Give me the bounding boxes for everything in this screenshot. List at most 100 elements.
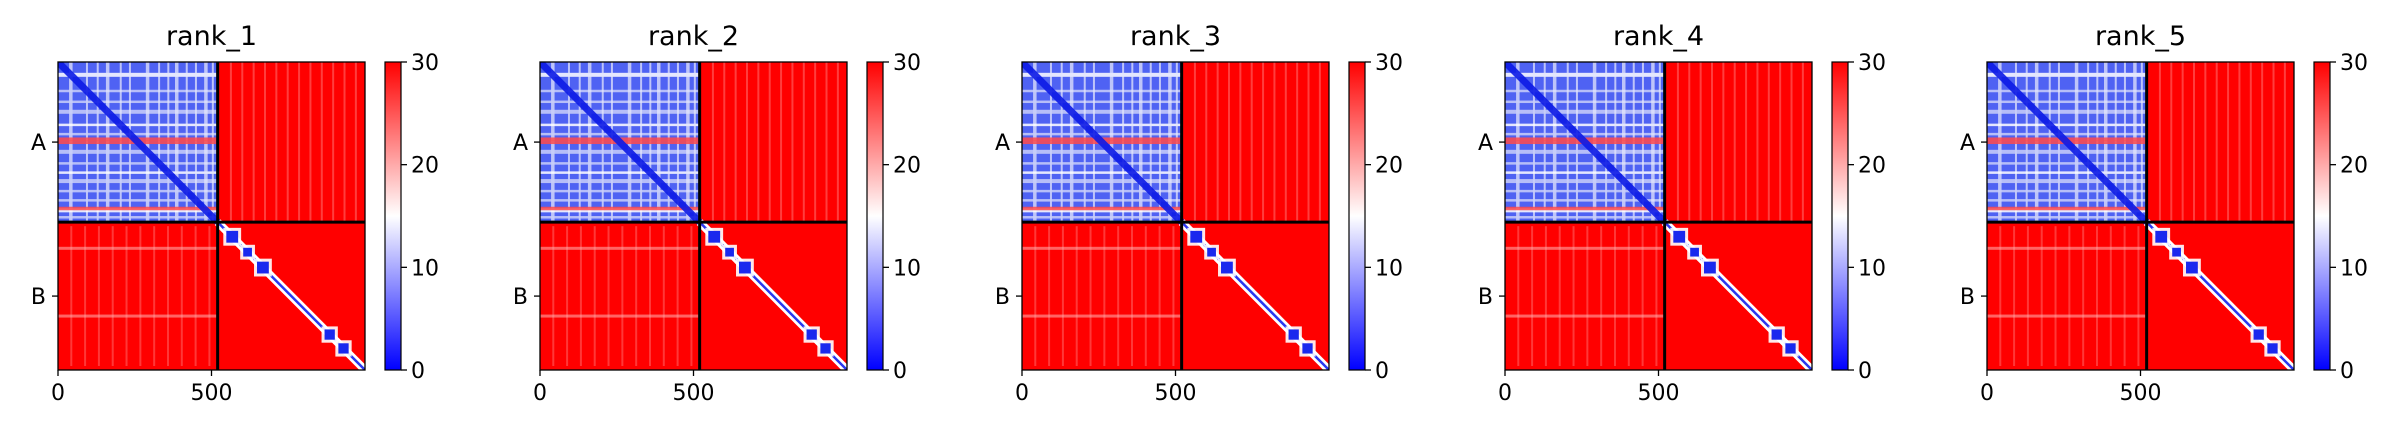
- colorbar: [2313, 61, 2331, 371]
- block-a-b-texture: [1193, 62, 1196, 223]
- block-a-a-row-stripe: [1505, 89, 1665, 93]
- block-b-a-texture: [1158, 226, 1161, 366]
- colorbar-tick-label: 20: [893, 154, 921, 179]
- block-a-a-row-stripe: [540, 208, 700, 213]
- block-b-a-texture: [1641, 226, 1644, 366]
- block-a-a-row-stripe: [540, 179, 700, 184]
- panel-4: rank_4 A B 0 500 0 10 20 30: [1478, 21, 1886, 406]
- block-a-a-row-stripe: [1505, 208, 1665, 213]
- block-a-b-texture: [836, 62, 839, 223]
- block-b-b-domain: [2172, 247, 2181, 257]
- block-b-a-texture: [166, 226, 169, 366]
- block-a-b-texture: [332, 62, 335, 223]
- block-b-a-texture: [1558, 226, 1561, 366]
- block-a-b-texture: [825, 62, 828, 223]
- block-a-a-row-stripe: [1505, 171, 1665, 174]
- block-b-a-texture: [1130, 226, 1133, 366]
- y-tick-label: A: [513, 131, 528, 156]
- block-a-b-texture: [1216, 62, 1219, 223]
- block-a-b-texture: [1205, 62, 1208, 223]
- block-b-a-texture: [2040, 226, 2043, 366]
- colorbar-tick-label: 30: [2340, 51, 2368, 76]
- block-b-a-texture: [1999, 226, 2002, 366]
- heatmap-5: [1987, 62, 2294, 370]
- block-a-a-red-row: [1505, 206, 1665, 211]
- block-a-a-row-stripe: [1987, 199, 2147, 202]
- x-tick-label: 500: [1638, 381, 1680, 406]
- block-a-b-texture: [757, 62, 760, 223]
- block-b-a-texture: [579, 226, 582, 366]
- block-b-a-row-texture: [1022, 246, 1182, 250]
- block-a-a-row-stripe: [1022, 189, 1182, 193]
- block-a-a-row-stripe: [1987, 72, 2147, 77]
- block-a-a-diagonal: [58, 62, 221, 225]
- block-a-a-red-row: [1987, 206, 2147, 211]
- block-b-a-texture: [1061, 226, 1064, 366]
- block-a-a-row-stripe: [1505, 179, 1665, 184]
- block-a-b-texture: [2192, 62, 2195, 223]
- block-b-a-texture: [139, 226, 142, 366]
- x-tick-label: 0: [1498, 381, 1512, 406]
- block-a-b-texture: [2170, 62, 2173, 223]
- block-a-b-texture: [229, 62, 232, 223]
- block-a-a-row-stripe: [540, 123, 700, 127]
- colorbar-tick-label: 0: [893, 359, 907, 384]
- block-a-a-row-stripe: [58, 189, 218, 193]
- y-tick-label: A: [995, 131, 1010, 156]
- block-b-b-domain: [2186, 261, 2198, 274]
- block-a-b-texture: [1779, 62, 1782, 223]
- block-a-a-red-row: [540, 206, 700, 211]
- block-a-b-texture: [343, 62, 346, 223]
- block-a-b-texture: [2181, 62, 2184, 223]
- colorbar-tick-label: 0: [411, 359, 425, 384]
- block-b-b-domain: [1302, 343, 1313, 354]
- block-b-a-texture: [2082, 226, 2085, 366]
- block-b-a-texture: [1034, 226, 1037, 366]
- block-a-a-row-stripe: [1987, 149, 2147, 154]
- block-b-b-domain: [739, 261, 751, 274]
- block-a-a-row-stripe: [1022, 100, 1182, 104]
- chart-title: rank_5: [2095, 21, 2186, 52]
- block-a-b-texture: [2204, 62, 2207, 223]
- block-a-b-texture: [734, 62, 737, 223]
- block-b-a-texture: [552, 226, 555, 366]
- colorbar-tick-label: 10: [2340, 256, 2368, 281]
- block-a-a-diagonal: [1022, 62, 1185, 225]
- block-a-a-row-stripe: [1022, 171, 1182, 174]
- block-a-a-row-stripe: [1022, 123, 1182, 127]
- colorbar-tick-label: 30: [1375, 51, 1403, 76]
- block-a-b-texture: [1250, 62, 1253, 223]
- block-a-b-texture: [802, 62, 805, 223]
- colorbar-tick-label: 20: [411, 154, 439, 179]
- block-a-a-row-stripe: [1505, 162, 1665, 165]
- block-b-a-texture: [97, 226, 100, 366]
- block-a-b-texture: [241, 62, 244, 223]
- block-a-a-row-stripe: [58, 208, 218, 213]
- block-b-b-domain: [820, 343, 831, 354]
- block-a-a-diagonal: [540, 62, 703, 225]
- block-b-a-texture: [70, 226, 73, 366]
- block-a-b-texture: [1688, 62, 1691, 223]
- block-b-a-texture: [2013, 226, 2016, 366]
- block-b-a-texture: [621, 226, 624, 366]
- block-a-a-row-stripe: [1505, 109, 1665, 114]
- colorbar: [866, 61, 884, 371]
- block-a-a-row-stripe: [540, 89, 700, 93]
- block-a-a-row-stripe: [1987, 162, 2147, 165]
- colorbar-tick-label: 30: [893, 51, 921, 76]
- block-a-b-texture: [1767, 62, 1770, 223]
- chart-title: rank_1: [166, 21, 257, 52]
- heatmap-3: [1022, 62, 1329, 370]
- block-b-b-domain: [806, 329, 817, 340]
- block-a-a-row-stripe: [58, 123, 218, 127]
- block-a-b-texture: [1722, 62, 1725, 223]
- block-a-b-texture: [1262, 62, 1265, 223]
- block-a-a-row-stripe: [1987, 100, 2147, 104]
- block-a-b-texture: [814, 62, 817, 223]
- panel-5: rank_5 A B 0 500 0 10 20 30: [1960, 21, 2368, 406]
- heatmap-4: [1505, 62, 1812, 370]
- x-tick-label: 500: [2120, 381, 2162, 406]
- block-b-b-domain: [1207, 247, 1216, 257]
- block-a-a-row-stripe: [1505, 100, 1665, 104]
- block-a-b-texture: [723, 62, 726, 223]
